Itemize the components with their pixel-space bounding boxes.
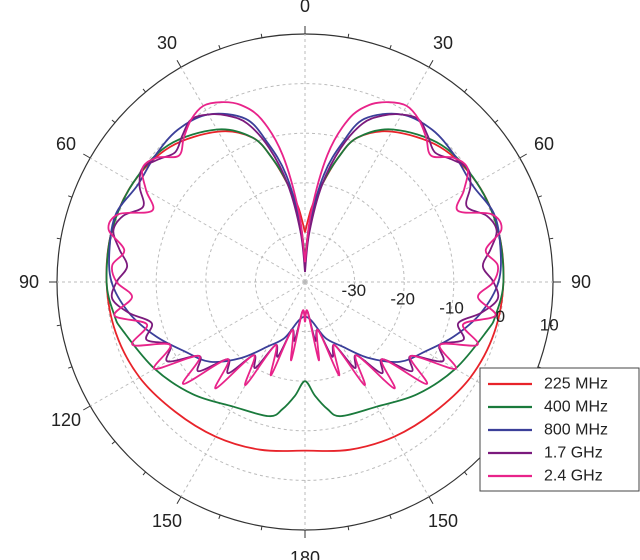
legend-label-1: 400 MHz	[544, 399, 608, 416]
angle-label-5: 90	[571, 272, 591, 292]
angle-tick-40	[464, 88, 468, 93]
angle-tick-150	[428, 496, 434, 504]
angle-tick-100	[549, 324, 554, 327]
legend-label-4: 2.4 GHz	[544, 468, 603, 485]
radial-tick-label-4: 10	[540, 316, 559, 335]
angle-label-9: 150	[152, 511, 182, 531]
angle-tick-140	[464, 471, 468, 476]
angle-tick-220	[142, 471, 146, 476]
angle-label-8: 150	[428, 511, 458, 531]
angle-tick-280	[56, 237, 61, 240]
angle-tick-50	[494, 119, 499, 123]
legend-label-3: 1.7 GHz	[544, 445, 603, 462]
angle-tick-240	[83, 405, 91, 411]
legend: 225 MHz 400 MHz 800 MHz 1.7 GHz 2.4 GHz	[479, 367, 640, 492]
angle-tick-20	[389, 45, 392, 50]
angle-label-10: 180	[290, 548, 320, 560]
series-line-4	[107, 101, 503, 390]
angle-label-3: 60	[534, 134, 554, 154]
angle-tick-350	[260, 33, 263, 38]
radial-tick-label-0: -30	[342, 281, 367, 300]
grid-spoke-240	[89, 281, 306, 407]
radial-tick-label-2: -10	[439, 298, 464, 317]
angle-tick-170	[347, 526, 350, 531]
series-line-0	[105, 130, 505, 452]
grid-spoke-150	[304, 281, 430, 498]
axis-labels: 0 30 30 60 60 90 90 120 150 150 180 -30 -20 -10 0 10	[19, 0, 591, 560]
angle-tick-340	[218, 45, 221, 50]
grid-spoke-60	[304, 157, 521, 283]
angle-tick-160	[389, 514, 392, 519]
angle-tick-190	[260, 526, 263, 531]
angle-tick-10	[347, 33, 350, 38]
radial-tick-label-1: -20	[390, 290, 415, 309]
angle-tick-210	[176, 496, 182, 504]
series-layer	[105, 101, 505, 452]
angle-tick-300	[83, 153, 91, 159]
angle-tick-30	[428, 60, 434, 68]
grid-ring-2	[155, 132, 455, 432]
angle-tick-320	[142, 88, 146, 93]
grid-spoke-30	[304, 66, 430, 283]
angle-label-4: 60	[56, 134, 76, 154]
angle-tick-70	[537, 195, 542, 198]
series-line-1	[105, 128, 505, 418]
angle-tick-80	[549, 237, 554, 240]
angle-tick-250	[68, 366, 73, 369]
angle-tick-200	[218, 514, 221, 519]
angle-label-7: 120	[51, 410, 81, 430]
angle-label-2: 30	[157, 33, 177, 53]
angle-tick-290	[68, 195, 73, 198]
grid-ring-1	[205, 182, 405, 382]
radial-tick-label-3: 0	[496, 307, 505, 326]
angle-tick-310	[111, 119, 116, 123]
angle-tick-260	[56, 324, 61, 327]
legend-label-2: 800 MHz	[544, 422, 608, 439]
angle-tick-60	[519, 153, 527, 159]
legend-label-0: 225 MHz	[544, 376, 608, 393]
grid-spoke-210	[180, 281, 306, 498]
angle-label-6: 90	[19, 272, 39, 292]
angle-label-1: 30	[433, 33, 453, 53]
angle-label-0: 0	[300, 0, 310, 16]
angle-tick-230	[111, 441, 116, 445]
angle-tick-330	[176, 60, 182, 68]
grid-spoke-330	[180, 66, 306, 283]
grid-spoke-300	[89, 157, 306, 283]
